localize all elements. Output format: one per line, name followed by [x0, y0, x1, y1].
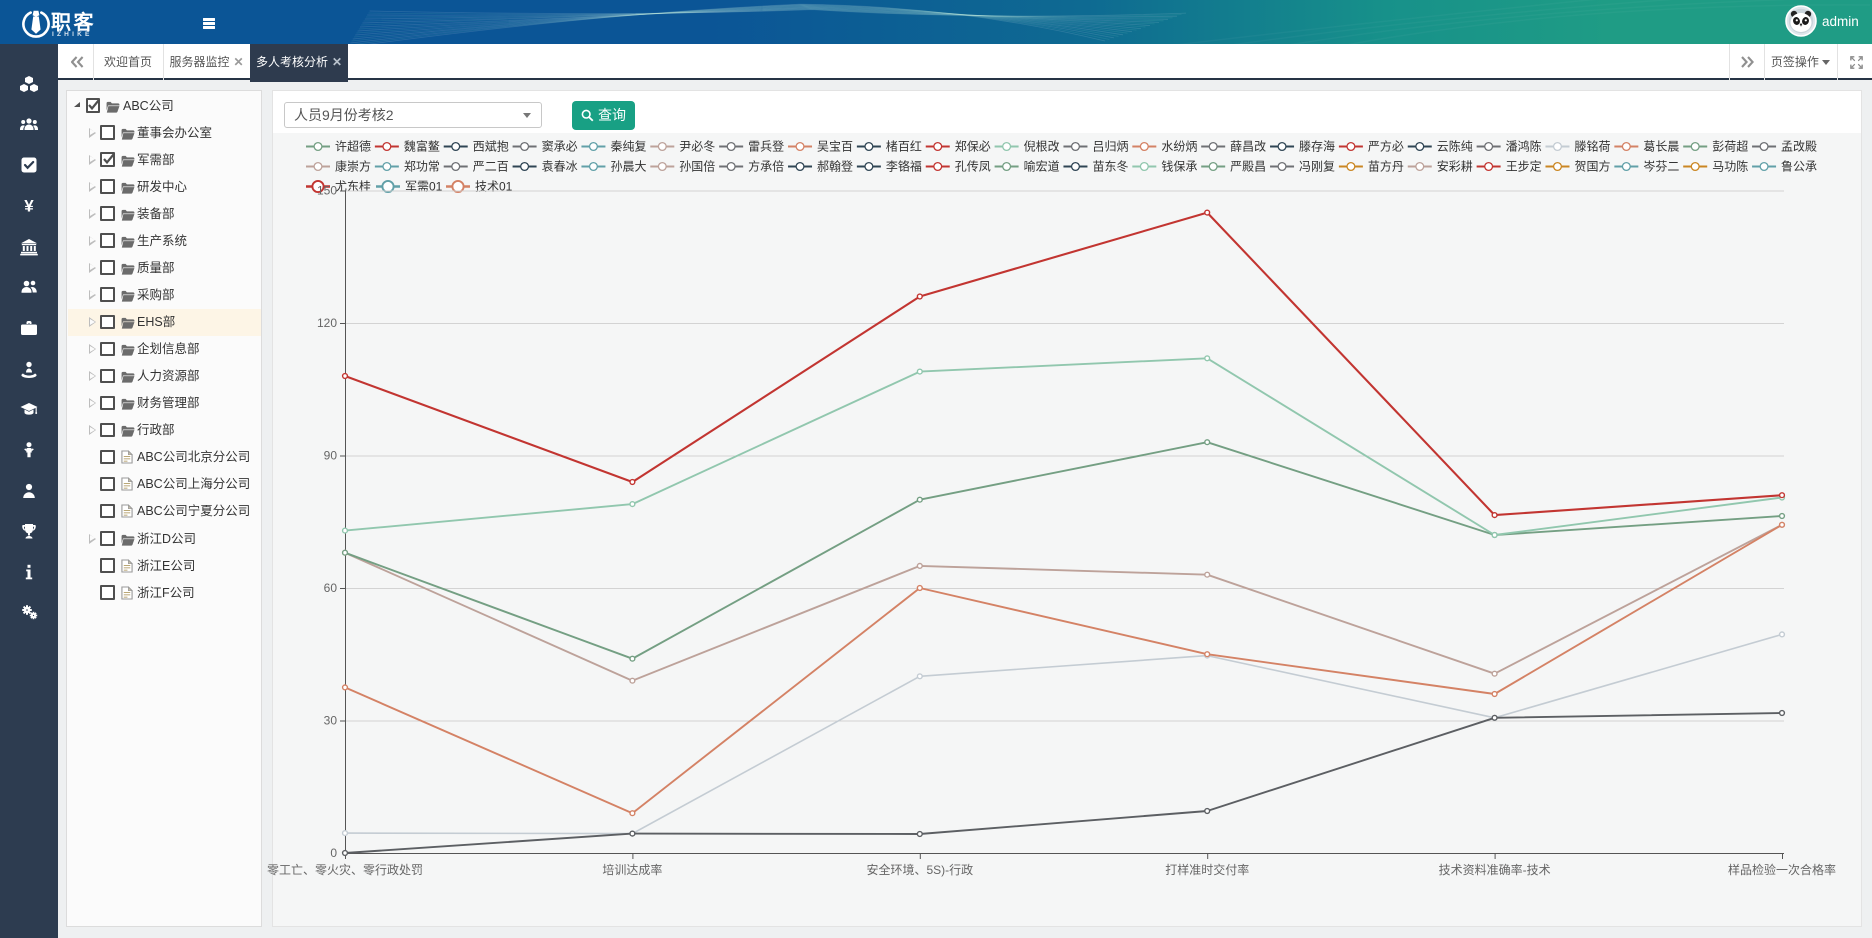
svg-text:岑芬二: 岑芬二	[1643, 160, 1679, 174]
svg-text:倪根改: 倪根改	[1024, 140, 1060, 154]
svg-text:郝翰登: 郝翰登	[817, 159, 853, 174]
svg-text:吴宝百: 吴宝百	[817, 140, 853, 154]
svg-text:薛昌改: 薛昌改	[1230, 140, 1266, 154]
svg-text:孟改殿: 孟改殿	[1781, 140, 1817, 154]
svg-text:培训达成率: 培训达成率	[602, 862, 662, 877]
svg-text:钱保承: 钱保承	[1161, 159, 1197, 174]
svg-text:窦承必: 窦承必	[542, 140, 578, 154]
svg-text:滕铭荷: 滕铭荷	[1574, 139, 1610, 154]
svg-text:彭荷超: 彭荷超	[1712, 139, 1748, 154]
svg-text:尤东桂: 尤东桂	[335, 179, 371, 194]
svg-text:¥: ¥	[24, 197, 34, 215]
svg-text:120: 120	[317, 316, 337, 330]
svg-text:吕归炳: 吕归炳	[1092, 140, 1128, 154]
svg-text:水纷炳: 水纷炳	[1161, 140, 1197, 154]
svg-text:秦纯复: 秦纯复	[610, 140, 646, 154]
svg-text:王步定: 王步定	[1506, 159, 1542, 174]
svg-text:鲁公承: 鲁公承	[1781, 160, 1817, 174]
svg-text:西斌抱: 西斌抱	[473, 139, 509, 154]
svg-text:孙国倍: 孙国倍	[679, 159, 715, 174]
svg-text:严方必: 严方必	[1368, 139, 1404, 154]
svg-text:葛长晨: 葛长晨	[1643, 140, 1679, 154]
svg-text:技术资料准确率-技术: 技术资料准确率-技术	[1439, 862, 1551, 877]
svg-text:安彩耕: 安彩耕	[1437, 159, 1473, 174]
svg-text:袁春冰: 袁春冰	[542, 160, 578, 174]
svg-text:安全环境、5S)-行政: 安全环境、5S)-行政	[866, 862, 973, 877]
svg-text:尹必冬: 尹必冬	[679, 139, 715, 154]
svg-text:郑保必: 郑保必	[955, 139, 991, 154]
svg-text:军需01: 军需01	[405, 180, 443, 194]
svg-text:李铬福: 李铬福	[886, 159, 922, 174]
svg-text:楮百红: 楮百红	[886, 139, 922, 154]
svg-text:贺国方: 贺国方	[1574, 159, 1610, 174]
svg-text:打样准时交付率: 打样准时交付率	[1165, 862, 1249, 877]
svg-text:孔传凤: 孔传凤	[955, 159, 991, 174]
svg-text:苗方丹: 苗方丹	[1368, 159, 1404, 174]
svg-text:0: 0	[330, 846, 337, 860]
svg-text:潘鸿陈: 潘鸿陈	[1506, 139, 1542, 154]
svg-text:方承倍: 方承倍	[748, 159, 784, 174]
svg-text:云陈纯: 云陈纯	[1437, 139, 1473, 154]
svg-text:冯刚复: 冯刚复	[1299, 160, 1335, 174]
svg-text:30: 30	[324, 714, 338, 728]
svg-text:滕存海: 滕存海	[1299, 139, 1335, 154]
svg-text:严殿昌: 严殿昌	[1230, 160, 1266, 174]
svg-text:雷兵登: 雷兵登	[748, 139, 784, 154]
svg-text:康崇方: 康崇方	[335, 159, 371, 174]
svg-text:90: 90	[324, 449, 338, 463]
svg-text:60: 60	[324, 581, 338, 595]
svg-text:郑功常: 郑功常	[404, 159, 440, 174]
svg-text:苗东冬: 苗东冬	[1092, 159, 1128, 174]
svg-text:150: 150	[317, 184, 337, 198]
svg-text:零工亡、零火灾、零行政处罚: 零工亡、零火灾、零行政处罚	[267, 862, 423, 877]
svg-text:马功陈: 马功陈	[1712, 159, 1748, 174]
svg-text:严二百: 严二百	[473, 160, 509, 174]
svg-text:喻宏道: 喻宏道	[1024, 159, 1060, 174]
svg-text:许超德: 许超德	[335, 139, 371, 154]
svg-text:孙晨大: 孙晨大	[610, 160, 646, 174]
svg-text:样品检验一次合格率: 样品检验一次合格率	[1728, 862, 1836, 877]
svg-text:技术01: 技术01	[475, 180, 513, 194]
svg-text:魏富鳌: 魏富鳌	[404, 139, 440, 154]
